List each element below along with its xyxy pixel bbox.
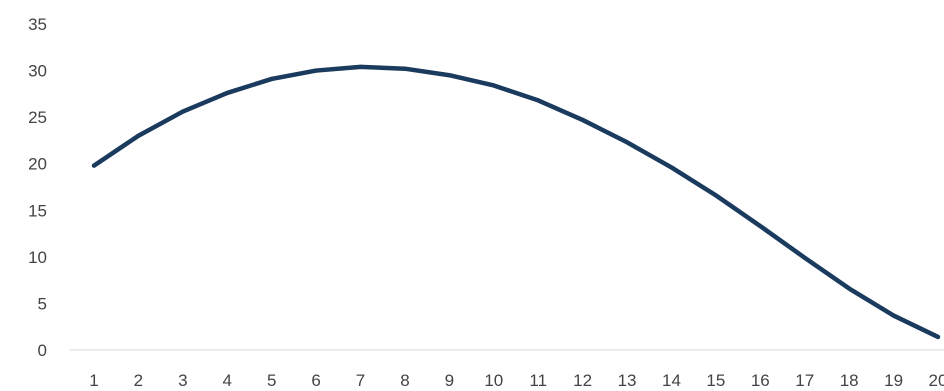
x-tick-label: 3 — [178, 371, 187, 390]
x-tick-label: 14 — [662, 371, 681, 390]
data-point — [402, 66, 407, 71]
data-point — [225, 90, 230, 95]
data-point — [758, 224, 763, 229]
data-point — [847, 286, 852, 291]
y-axis-ticks: 0 5 10 15 20 25 30 35 — [28, 15, 47, 360]
x-tick-label: 8 — [400, 371, 409, 390]
x-tick-label: 15 — [706, 371, 725, 390]
x-tick-label: 7 — [356, 371, 365, 390]
data-point — [491, 83, 496, 88]
x-tick-label: 6 — [311, 371, 320, 390]
x-tick-label: 12 — [573, 371, 592, 390]
y-tick-label: 0 — [38, 341, 47, 360]
y-tick-label: 5 — [38, 294, 47, 313]
data-point — [891, 313, 896, 318]
data-point — [314, 68, 319, 73]
x-tick-label: 9 — [445, 371, 454, 390]
x-tick-label: 19 — [884, 371, 903, 390]
x-tick-label: 11 — [529, 371, 547, 390]
x-tick-label: 5 — [267, 371, 276, 390]
series-line — [91, 64, 941, 340]
data-point — [625, 140, 630, 145]
x-tick-label: 10 — [484, 371, 503, 390]
x-tick-label: 17 — [795, 371, 814, 390]
data-point — [358, 64, 363, 69]
x-axis-ticks: 1 2 3 4 5 6 7 8 9 10 11 12 13 14 15 16 17 18 19 20 — [89, 371, 944, 390]
y-tick-label: 15 — [28, 201, 47, 220]
data-point — [936, 334, 940, 339]
data-point — [802, 255, 807, 260]
x-tick-label: 18 — [840, 371, 859, 390]
x-tick-label: 16 — [751, 371, 770, 390]
y-tick-label: 10 — [28, 248, 47, 267]
x-tick-label: 1 — [89, 371, 98, 390]
data-point — [180, 109, 185, 114]
data-point — [269, 76, 274, 81]
data-point — [92, 163, 96, 168]
data-point — [713, 193, 718, 198]
x-tick-label: 2 — [134, 371, 143, 390]
series-layer — [91, 64, 941, 340]
data-point — [136, 133, 141, 138]
x-tick-label: 13 — [618, 371, 637, 390]
y-tick-label: 35 — [28, 15, 47, 34]
y-tick-label: 30 — [28, 62, 47, 81]
x-tick-label: 4 — [223, 371, 232, 390]
y-tick-label: 20 — [28, 155, 47, 174]
data-point — [580, 117, 585, 122]
data-point — [669, 165, 674, 170]
x-tick-label: 20 — [929, 371, 944, 390]
data-point — [447, 73, 452, 78]
y-tick-label: 25 — [28, 108, 47, 127]
data-point — [536, 98, 541, 103]
